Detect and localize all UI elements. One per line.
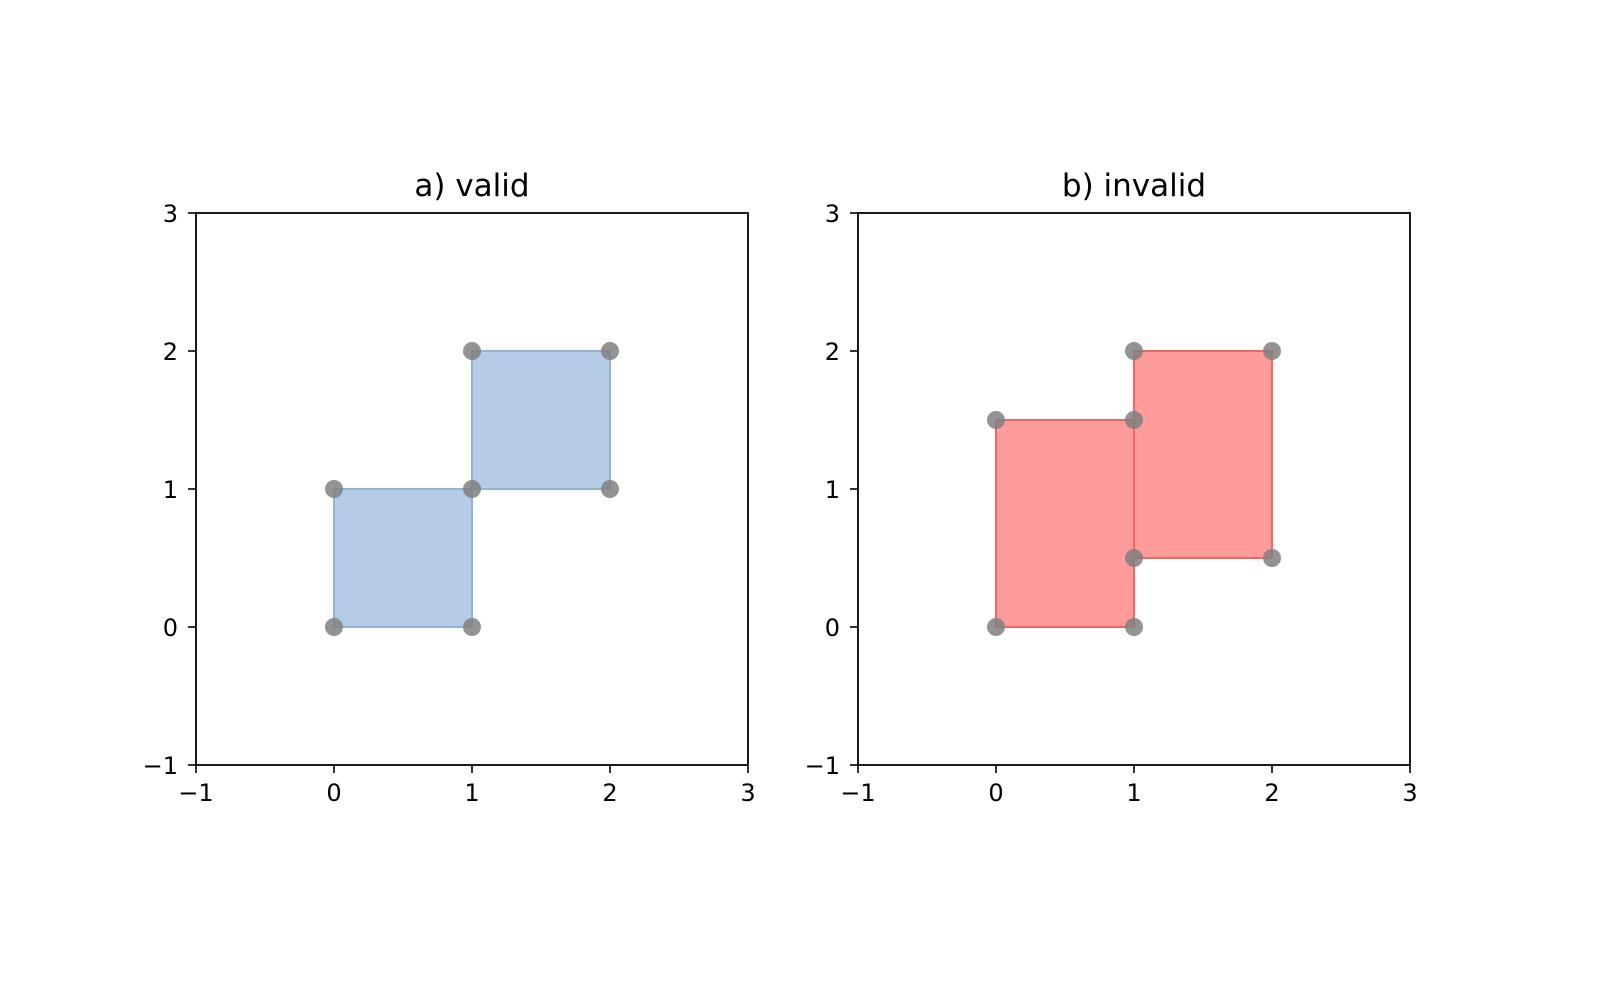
vertex-point [1263, 342, 1281, 360]
vertex-point [1263, 549, 1281, 567]
vertex-point [1125, 411, 1143, 429]
rectangle-2 [471, 350, 611, 490]
vertex-point [325, 618, 343, 636]
rectangle-1 [333, 488, 473, 628]
y-tick-label: 0 [825, 614, 840, 642]
vertex-point [463, 480, 481, 498]
x-tick-label: −1 [178, 779, 213, 807]
vertex-point [601, 480, 619, 498]
vertex-point [1125, 618, 1143, 636]
x-tick-label: 0 [988, 779, 1003, 807]
chart-title: a) valid [414, 168, 529, 204]
vertex-point [325, 480, 343, 498]
rectangle-2 [1133, 350, 1273, 559]
chart-title: b) invalid [1062, 168, 1206, 204]
vertex-point [987, 618, 1005, 636]
vertex-point [601, 342, 619, 360]
vertex-point [1125, 342, 1143, 360]
vertex-point [463, 342, 481, 360]
rectangle-1 [995, 419, 1135, 628]
vertex-point [1125, 549, 1143, 567]
vertex-point [987, 411, 1005, 429]
y-tick-label: 2 [825, 338, 840, 366]
x-tick-label: 2 [602, 779, 617, 807]
x-tick-label: 0 [326, 779, 341, 807]
y-tick-label: 3 [163, 200, 178, 228]
y-tick-label: 1 [825, 476, 840, 504]
panel-a-valid: a) valid −1 0 1 2 3 −1 0 1 2 3 [143, 168, 756, 807]
y-tick-label: 2 [163, 338, 178, 366]
panel-b-invalid: b) invalid −1 0 1 2 3 −1 0 1 2 3 [805, 168, 1418, 807]
x-tick-label: 2 [1264, 779, 1279, 807]
y-tick-label: −1 [805, 752, 840, 780]
y-tick-label: 1 [163, 476, 178, 504]
y-tick-label: 0 [163, 614, 178, 642]
x-tick-label: 1 [1126, 779, 1141, 807]
vertex-point [463, 618, 481, 636]
x-tick-label: −1 [840, 779, 875, 807]
x-tick-label: 3 [740, 779, 755, 807]
x-tick-label: 3 [1402, 779, 1417, 807]
y-tick-label: −1 [143, 752, 178, 780]
y-tick-label: 3 [825, 200, 840, 228]
x-tick-label: 1 [464, 779, 479, 807]
